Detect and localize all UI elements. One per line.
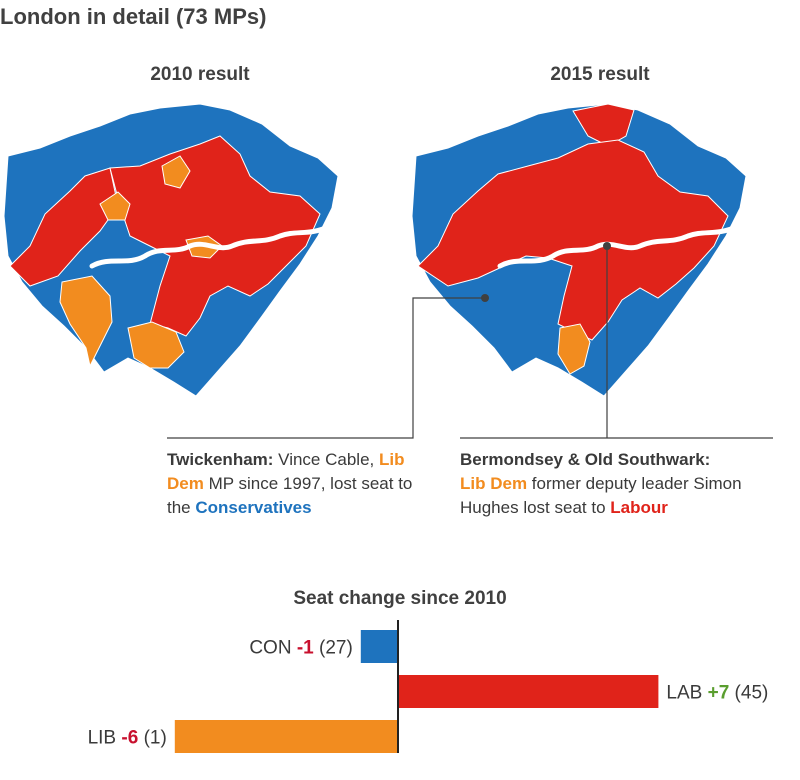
labour-region-west xyxy=(9,167,119,287)
bar-con xyxy=(360,630,398,663)
twickenham-marker xyxy=(481,294,489,302)
libdem-region-south xyxy=(557,323,591,375)
bar-lab xyxy=(398,675,659,708)
london-map-2015 xyxy=(411,103,747,397)
seat-change-title: Seat change since 2010 xyxy=(293,588,507,609)
twickenham-callout: Twickenham: Vince Cable, Lib Dem MP sinc… xyxy=(167,448,437,520)
labour-region-north xyxy=(572,103,635,147)
libdem-region-north xyxy=(161,155,191,189)
bar-label-con: CON -1 (27) xyxy=(249,638,352,659)
twickenham-party: Lib Dem xyxy=(167,450,405,493)
libdem-region-northwest xyxy=(99,191,131,221)
page-title: London in detail (73 MPs) xyxy=(0,4,267,29)
bar-label-lib: LIB -6 (1) xyxy=(88,728,167,749)
london-map-2010 xyxy=(3,103,339,397)
river-thames xyxy=(89,223,333,269)
twickenham-text-2: MP since 1997, lost seat to the xyxy=(167,474,413,517)
bermondsey-text-1: former deputy leader Simon Hughes lost s… xyxy=(460,474,742,517)
twickenham-seat-name: Twickenham: xyxy=(167,450,274,469)
bar-label-lab: LAB +7 (45) xyxy=(666,683,768,704)
libdem-region-southwest xyxy=(59,275,113,368)
labour-region-central xyxy=(109,135,321,337)
map-2010-title: 2010 result xyxy=(150,64,250,85)
twickenham-text-1: Vince Cable, xyxy=(273,450,379,469)
bermondsey-gainer: Labour xyxy=(610,498,668,517)
bermondsey-seat-name: Bermondsey & Old Southwark: xyxy=(460,450,711,469)
bermondsey-party: Lib Dem xyxy=(460,474,528,493)
bar-lib xyxy=(174,720,398,753)
seat-change-chart: CON -1 (27) LAB +7 (45) LIB -6 (1) xyxy=(88,620,768,753)
twickenham-gainer: Conservatives xyxy=(195,498,312,517)
bermondsey-callout: Bermondsey & Old Southwark: Lib Dem form… xyxy=(460,448,790,520)
map-2015-title: 2015 result xyxy=(550,64,650,85)
bermondsey-marker xyxy=(603,242,611,250)
river-thames xyxy=(497,223,741,269)
